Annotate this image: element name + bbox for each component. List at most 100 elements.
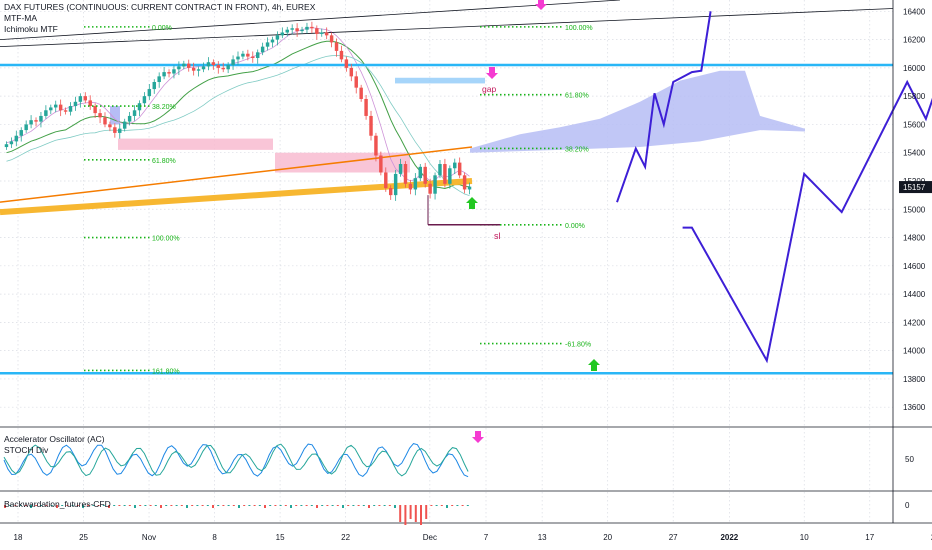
indicator-panels: 50 0 xyxy=(0,0,932,525)
backwardation-bar xyxy=(258,505,261,506)
x-tick-label: 7 xyxy=(484,533,489,542)
backwardation-legend: Backwardation_futures-CFD xyxy=(4,499,111,510)
candle-body xyxy=(127,115,132,122)
backwardation-bar xyxy=(264,505,266,508)
backwardation-bar xyxy=(430,505,433,506)
candle-body xyxy=(457,162,462,176)
backwardation-bar xyxy=(201,505,204,506)
backwardation-bar xyxy=(321,505,324,506)
backwardation-label[interactable]: Backwardation_futures-CFD xyxy=(4,499,111,509)
arrow-markers[interactable] xyxy=(466,0,600,443)
backwardation-bar xyxy=(128,505,131,506)
x-tick-label: Nov xyxy=(142,533,156,542)
candle-body xyxy=(221,67,225,70)
backwardation-bar xyxy=(238,505,240,508)
backwardation-bar xyxy=(30,505,32,508)
candle-body xyxy=(398,164,403,174)
ma-teal-line xyxy=(6,55,470,196)
candle-body xyxy=(241,53,245,57)
horizontal-levels[interactable] xyxy=(0,63,893,375)
chart-legend: DAX FUTURES (CONTINUOUS: CURRENT CONTRAC… xyxy=(4,2,315,35)
oscillator-label-ac[interactable]: Accelerator Oscillator (AC) xyxy=(4,434,105,444)
backwardation-bar xyxy=(92,505,95,506)
backwardation-bar xyxy=(248,505,251,506)
candle-body xyxy=(34,120,38,122)
fib-level-label: 100.00% xyxy=(152,236,180,243)
candle-body xyxy=(206,62,211,67)
chart-title[interactable]: DAX FUTURES (CONTINUOUS: CURRENT CONTRAC… xyxy=(4,2,316,12)
candle-body xyxy=(428,183,432,194)
candlesticks xyxy=(4,21,472,201)
fib-level-label: 0.00% xyxy=(565,223,585,230)
backwardation-bar xyxy=(290,505,292,508)
y-tick-label: 14800 xyxy=(903,234,926,243)
backwardation-bar xyxy=(212,505,214,508)
backwardation-bar xyxy=(326,505,329,506)
candle-body xyxy=(113,127,117,133)
candle-body xyxy=(58,104,63,111)
indicator-label-ichimoku[interactable]: Ichimoku MTF xyxy=(4,24,58,34)
candle-body xyxy=(379,155,383,173)
backwardation-bar xyxy=(253,505,256,506)
backwardation-bar xyxy=(274,505,277,506)
backwardation-bar xyxy=(134,505,136,508)
candle-body xyxy=(39,115,43,122)
y-tick-label: 13600 xyxy=(903,403,926,412)
candle-body xyxy=(467,186,472,190)
candle-body xyxy=(310,26,314,29)
backwardation-bar xyxy=(87,505,90,506)
candle-body xyxy=(231,59,235,66)
candle-body xyxy=(44,110,48,116)
ichimoku-cloud xyxy=(470,70,805,153)
candle-body xyxy=(108,124,112,128)
candle-body xyxy=(443,164,447,184)
candle-body xyxy=(63,110,68,112)
projection-path-b xyxy=(682,79,932,364)
candle-body xyxy=(216,65,221,68)
x-tick-label: 25 xyxy=(79,533,88,542)
candle-body xyxy=(374,135,378,156)
backwardation-bar xyxy=(435,505,438,506)
backwardation-bar xyxy=(342,505,344,508)
fib-level-label: 100.00% xyxy=(565,25,593,32)
backwardation-bar xyxy=(97,505,100,506)
indicator-label-mtf-ma[interactable]: MTF-MA xyxy=(4,13,38,23)
backwardation-bar xyxy=(108,505,110,508)
backwardation-bar xyxy=(394,505,396,508)
oscillator-label-stoch[interactable]: STOCH Div xyxy=(4,445,49,455)
candle-body xyxy=(448,168,452,184)
candle-body xyxy=(226,65,230,70)
candle-body xyxy=(369,115,373,136)
fibonacci-levels[interactable]: 0.00% 38.20% 61.80% 100.00% 161.80% 100.00% 61… xyxy=(84,25,593,376)
candle-body xyxy=(191,67,196,71)
candle-body xyxy=(98,113,102,118)
y-tick-label: 14200 xyxy=(903,318,926,327)
x-axis[interactable]: 18 25 Nov 8 15 22 Dec 7 13 20 27 2022 10 17 24 xyxy=(14,533,932,542)
candle-body xyxy=(433,175,437,194)
backwardation-bar xyxy=(175,505,178,506)
backwardation-bar xyxy=(440,505,443,506)
projection-paths[interactable] xyxy=(616,9,932,364)
backwardation-bar xyxy=(227,505,230,506)
y-axis[interactable]: 13600 13800 14000 14200 14400 14600 14800 15000… xyxy=(899,7,932,412)
candle-body xyxy=(14,135,19,142)
candle-body xyxy=(295,28,299,32)
backwardation-bar xyxy=(113,505,116,506)
backwardation-bar xyxy=(232,505,235,506)
candle-body xyxy=(132,110,137,116)
candle-body xyxy=(93,106,97,114)
y-tick-label: 14600 xyxy=(903,262,926,271)
stoch-line-d xyxy=(3,443,469,477)
x-tick-label: 2022 xyxy=(720,533,738,542)
x-tick-label: 24 xyxy=(931,533,932,542)
candle-body xyxy=(177,66,181,70)
y-tick-label: 15800 xyxy=(903,92,926,101)
backwardation-bar xyxy=(352,505,355,506)
candle-body xyxy=(255,52,260,58)
fib-level-label: 38.20% xyxy=(565,146,589,153)
candle-body xyxy=(334,42,339,51)
candle-body xyxy=(251,56,255,58)
backwardation-bar xyxy=(196,505,199,506)
